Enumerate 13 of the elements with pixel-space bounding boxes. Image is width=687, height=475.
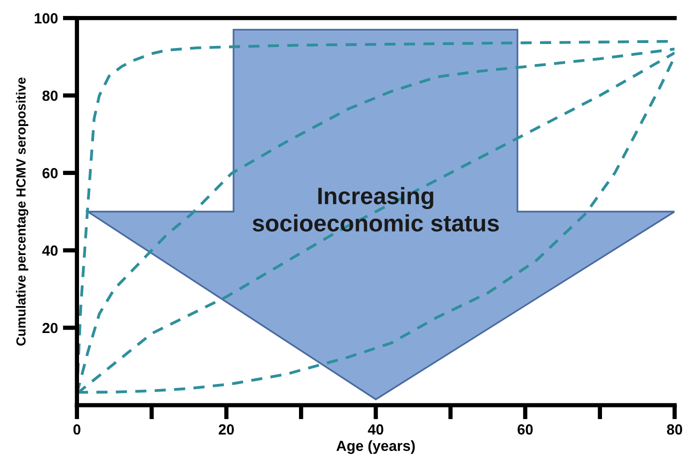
x-axis-title: Age (years) <box>336 440 415 454</box>
y-tick-label: 100 <box>34 13 58 24</box>
y-tick-label: 60 <box>42 168 58 178</box>
x-tick-label: 80 <box>666 424 682 435</box>
annotation: Increasing socioeconomic status <box>252 186 499 232</box>
y-tick-label: 20 <box>42 322 58 334</box>
y-tick-label: 40 <box>42 245 58 256</box>
y-axis-title: Cumulative percentage HCMV seropositive <box>16 78 28 346</box>
x-tick-label: 0 <box>73 424 80 435</box>
x-tick-label: 60 <box>518 424 533 435</box>
y-tick-label: 80 <box>42 90 58 101</box>
x-tick-label: 40 <box>368 424 384 435</box>
x-tick-label: 20 <box>218 424 234 435</box>
